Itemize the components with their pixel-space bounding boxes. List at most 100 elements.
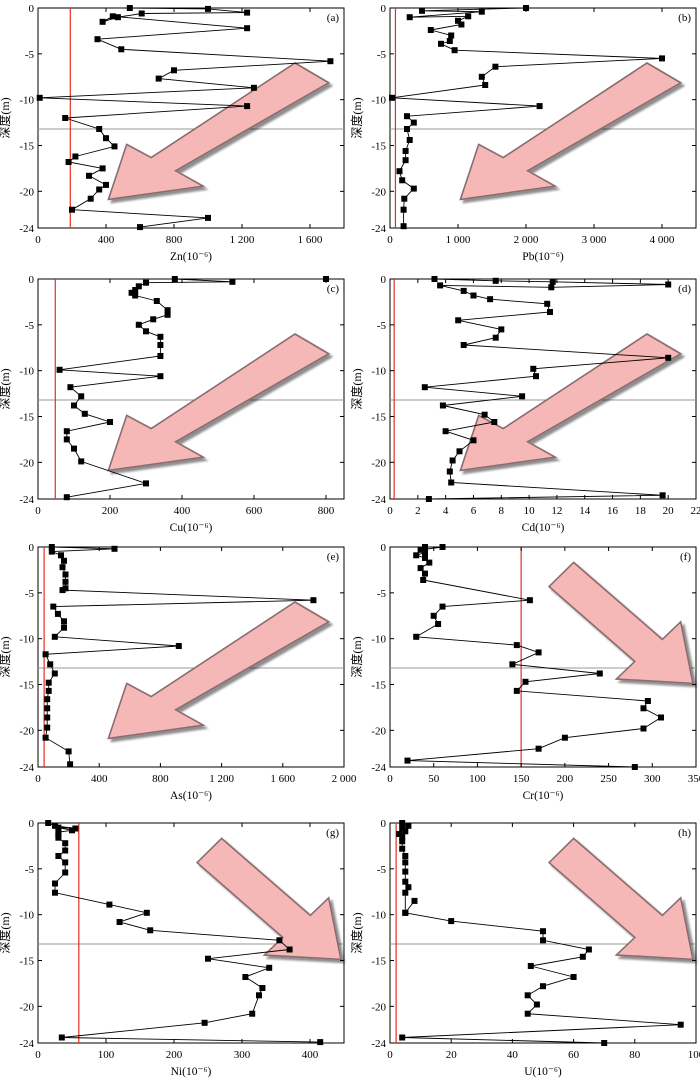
data-point xyxy=(59,564,66,571)
y-tick-label: -10 xyxy=(19,634,34,646)
data-point xyxy=(544,300,551,307)
data-point xyxy=(54,610,61,617)
data-point xyxy=(596,670,603,677)
data-point xyxy=(45,820,52,826)
data-point xyxy=(86,172,92,179)
data-point xyxy=(402,859,409,866)
data-point xyxy=(244,25,251,32)
data-point xyxy=(448,918,455,925)
x-tick-label: 1 000 xyxy=(446,234,471,246)
data-point xyxy=(286,946,293,953)
data-point xyxy=(413,633,420,640)
x-tick-label: 400 xyxy=(98,234,115,246)
x-tick-label: 250 xyxy=(600,773,617,785)
data-point xyxy=(478,8,485,15)
data-point xyxy=(420,577,427,583)
data-point xyxy=(44,705,51,712)
data-point xyxy=(164,311,171,318)
y-tick-label: -10 xyxy=(19,910,34,922)
data-point xyxy=(96,186,103,193)
data-point xyxy=(402,853,409,859)
x-tick-label: 0 xyxy=(35,234,41,246)
data-point xyxy=(138,10,145,17)
y-tick-label: 0 xyxy=(29,274,35,286)
y-tick-label: 0 xyxy=(29,818,35,830)
y-tick-label: 0 xyxy=(381,3,387,15)
panel-label: (d) xyxy=(678,283,691,295)
data-point xyxy=(524,1010,531,1017)
data-point xyxy=(164,307,171,314)
series-line xyxy=(39,7,331,228)
data-point xyxy=(417,565,424,572)
y-tick-label: -15 xyxy=(371,956,386,968)
y-tick-label: -15 xyxy=(19,680,34,692)
data-point xyxy=(402,157,409,164)
panel-label: (a) xyxy=(327,12,340,24)
trend-arrow xyxy=(107,601,331,740)
x-tick-label: 18 xyxy=(635,505,647,517)
data-point xyxy=(78,458,85,465)
data-point xyxy=(135,321,142,328)
data-point xyxy=(470,292,477,299)
data-point xyxy=(401,195,408,202)
data-point xyxy=(533,1001,540,1008)
series-line xyxy=(44,546,314,765)
data-point xyxy=(410,119,417,126)
x-tick-label: 200 xyxy=(166,1049,183,1061)
data-point xyxy=(126,5,133,11)
data-point xyxy=(201,1019,208,1026)
data-point xyxy=(561,734,568,741)
plot-frame xyxy=(389,546,697,768)
x-tick-label: 1 200 xyxy=(209,773,234,785)
y-tick-label: -5 xyxy=(377,864,387,876)
data-point xyxy=(487,296,494,303)
data-point xyxy=(36,94,43,101)
x-tick-label: 6 xyxy=(471,505,477,517)
data-point xyxy=(455,17,461,24)
y-tick-label: -10 xyxy=(19,366,34,378)
chart-panel: 0 2 4 6 8 10 12 14 16 18 20 22 0 -5 -10 -15 -20 -24 (d) Cd(… xyxy=(349,274,700,534)
data-point xyxy=(402,868,409,875)
y-axis-label: 深度(m) xyxy=(349,912,364,953)
chart-panel: 0 20 40 60 80 100 0 -5 -10 -15 -20 -24 (h) U(10⁻⁶) 深度(… xyxy=(349,818,700,1078)
data-point xyxy=(63,436,70,443)
data-point xyxy=(404,113,410,120)
data-point xyxy=(171,67,177,74)
x-tick-label: 150 xyxy=(513,773,530,785)
data-point xyxy=(103,135,109,142)
x-tick-label: 350 xyxy=(688,773,700,785)
data-point xyxy=(406,137,413,143)
panel-label: (b) xyxy=(678,12,691,24)
data-point xyxy=(42,734,49,741)
data-point xyxy=(48,544,55,550)
data-point xyxy=(522,678,529,685)
data-point xyxy=(48,548,55,555)
x-axis-label: As(10⁻⁶) xyxy=(170,790,212,802)
y-tick-label: -5 xyxy=(25,864,35,876)
data-point xyxy=(116,919,123,925)
x-tick-label: 0 xyxy=(35,773,41,785)
data-point xyxy=(513,642,520,649)
trend-arrow xyxy=(195,837,342,961)
y-tick-label: -10 xyxy=(371,366,386,378)
data-point xyxy=(540,983,546,990)
y-tick-label: 0 xyxy=(381,818,387,830)
data-point xyxy=(256,992,262,999)
data-point xyxy=(402,889,409,896)
plot-frame xyxy=(37,7,345,229)
data-point xyxy=(419,7,425,14)
data-point xyxy=(535,649,542,656)
data-point xyxy=(527,963,534,969)
x-tick-label: 16 xyxy=(607,505,619,517)
data-point xyxy=(71,445,77,452)
data-point xyxy=(425,496,432,502)
x-tick-label: 100 xyxy=(688,1049,700,1061)
data-point xyxy=(63,428,70,435)
x-tick-label: 0 xyxy=(387,773,393,785)
data-point xyxy=(405,884,412,891)
data-point xyxy=(526,597,533,604)
data-point xyxy=(460,342,467,348)
data-point xyxy=(69,206,75,213)
data-point xyxy=(94,36,101,43)
data-point xyxy=(640,725,647,732)
